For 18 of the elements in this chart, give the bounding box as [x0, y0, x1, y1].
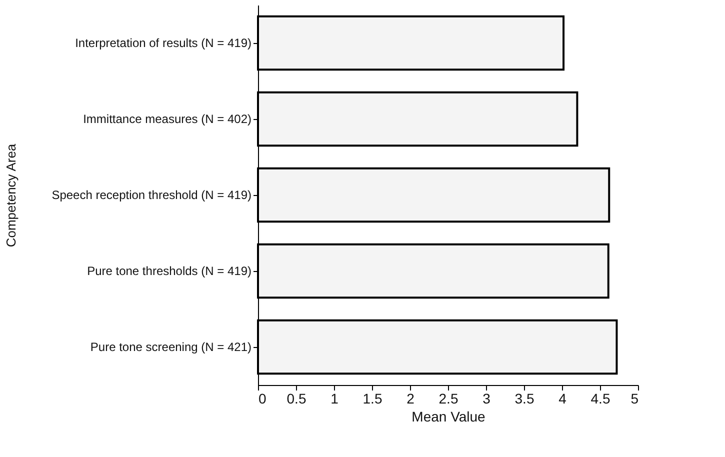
- y-axis-title: Competency Area: [4, 143, 18, 248]
- x-tick-label: 4.5: [590, 390, 610, 406]
- x-tick-label: 0: [258, 390, 266, 406]
- x-tick-label: 1.5: [362, 390, 382, 406]
- x-tick-label: 1: [330, 390, 339, 406]
- x-tick-label: 2: [406, 390, 415, 406]
- x-tick-label: 3.5: [514, 390, 534, 406]
- x-tick-label: 3: [482, 390, 491, 406]
- y-tick-label: Pure tone thresholds (N = 419): [87, 264, 252, 278]
- y-tick-label: Pure tone screening (N = 421): [90, 340, 252, 354]
- x-axis-title: Mean Value: [412, 408, 486, 424]
- x-tick-label: 5: [630, 390, 639, 406]
- x-tick-label: 0.5: [286, 390, 306, 406]
- x-tick-label: 2.5: [438, 390, 458, 406]
- y-tick-label: Interpretation of results (N = 419): [75, 36, 252, 50]
- x-tick-label: 4: [558, 390, 567, 406]
- y-tick-label: Immittance measures (N = 402): [83, 112, 252, 126]
- y-tick-label: Speech reception threshold (N = 419): [52, 188, 252, 202]
